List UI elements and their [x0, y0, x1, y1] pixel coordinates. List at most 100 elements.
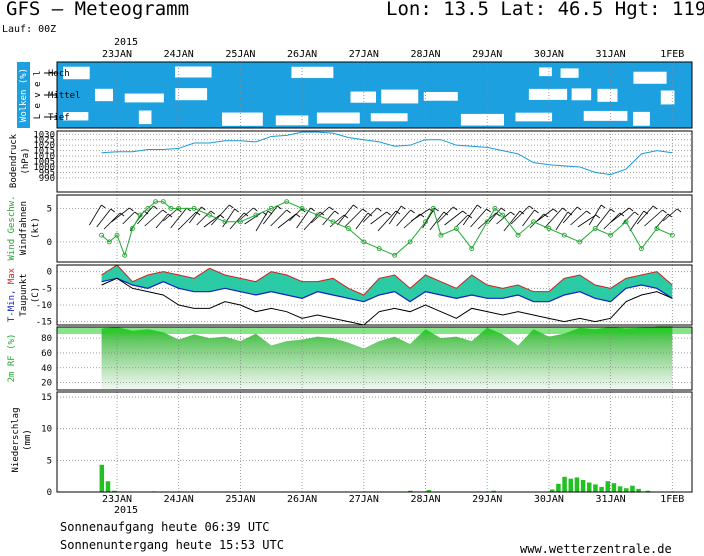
- wind-barb-flag: [662, 209, 667, 214]
- precip-bar: [549, 489, 555, 492]
- x-tick-label-bottom: 30JAN: [534, 494, 564, 505]
- clear-sky-cell: [597, 88, 618, 102]
- precip-bar: [630, 485, 635, 492]
- wind-barb-flag: [476, 204, 482, 209]
- clear-sky-cell: [660, 90, 675, 105]
- tmax-line: [101, 264, 673, 296]
- wind-speed-point: [330, 219, 336, 225]
- clear-sky-cell: [560, 68, 579, 78]
- wind-barb: [170, 207, 188, 229]
- wind-speed-point: [392, 252, 398, 258]
- wind-barb: [503, 210, 521, 232]
- wind-speed-point: [623, 219, 629, 225]
- wind-speed-point: [268, 205, 274, 211]
- wind-panel-frame: [56, 194, 693, 263]
- clear-sky-cell: [94, 88, 114, 102]
- wind-barb: [336, 204, 354, 226]
- wind-barb-flag: [643, 210, 649, 215]
- source-credit: www.wetterzentrale.de: [520, 542, 672, 556]
- wind-barb-flag: [277, 205, 282, 210]
- temp-range-area: [101, 265, 673, 302]
- x-tick-label-bottom: 31JAN: [596, 494, 626, 505]
- wind-barb: [370, 211, 387, 225]
- pressure-tick-label: 1010: [33, 152, 55, 162]
- wind-barb: [622, 211, 635, 225]
- temp-tick-label: -10: [36, 301, 52, 311]
- wind-ylabel: Wind Geschw.: [7, 195, 17, 260]
- page-title: GFS — Meteogramm: [6, 0, 190, 20]
- wind-barb-flag: [153, 205, 158, 210]
- wind-barb-flag: [286, 209, 291, 214]
- wind-speed-point: [423, 219, 428, 225]
- wind-speed-point: [669, 232, 675, 238]
- clear-sky-cell: [63, 66, 90, 80]
- wind-speed-point: [592, 226, 598, 231]
- wind-barb-flag: [201, 206, 206, 211]
- clear-sky-cell: [222, 112, 263, 126]
- x-tick-label-top: 24JAN: [164, 49, 194, 60]
- precip-tick-label: 5: [47, 456, 52, 466]
- clear-sky-cell: [381, 89, 419, 104]
- wind-barb-flag: [210, 210, 215, 215]
- temp-ylabel: T-Min, Max: [7, 267, 17, 322]
- wind-speed-point: [561, 232, 567, 238]
- precip-bar: [408, 490, 413, 492]
- wind-speed-point: [284, 199, 290, 205]
- x-tick-label-top: 1FEB: [660, 49, 684, 60]
- wind-speed-point: [430, 205, 436, 211]
- wind-barb-flag: [443, 211, 449, 216]
- wind-speed-point: [122, 252, 128, 258]
- x-tick-label-bottom: 25JAN: [225, 494, 255, 505]
- wind-barb-flag: [119, 212, 125, 217]
- precip-bar: [605, 481, 611, 492]
- precip-tick-label: 15: [41, 393, 52, 403]
- wind-speed-point: [168, 205, 174, 211]
- x-tick-label-top: 28JAN: [410, 49, 440, 60]
- wind-barb-flag: [576, 206, 582, 211]
- precip-ylabel: Niederschlag: [11, 407, 21, 472]
- wind-speed-point: [222, 219, 228, 225]
- x-tick-label-top: 29JAN: [472, 49, 502, 60]
- precip-bar: [491, 490, 496, 492]
- temp-ylabel-max: Max: [7, 267, 17, 284]
- wind-barb: [662, 208, 678, 222]
- clear-sky-cell: [583, 110, 628, 121]
- wind-barb-flag: [552, 208, 558, 213]
- clear-sky-cell: [633, 111, 650, 126]
- x-tick-label-top: 31JAN: [596, 49, 626, 60]
- wind-barb: [229, 212, 245, 230]
- precip-unit: (mm): [23, 429, 33, 451]
- precip-bar: [426, 490, 432, 492]
- wind-speed-point: [361, 239, 367, 245]
- clear-sky-cell: [633, 71, 667, 84]
- pressure-tick-label: 1015: [33, 147, 55, 157]
- wind-barb-flag: [353, 204, 358, 209]
- clear-sky-cell: [539, 67, 552, 77]
- wind-speed-point: [137, 212, 143, 218]
- wind-barb: [344, 208, 363, 228]
- wind-speed-point: [345, 226, 351, 231]
- wind-speed-point: [160, 199, 166, 205]
- wind-barb-flag: [534, 209, 539, 214]
- wind-barb-flag: [543, 213, 549, 218]
- wind-speed-point: [453, 226, 459, 231]
- wind-barb: [477, 212, 497, 230]
- wind-barb: [211, 204, 230, 226]
- precip-bar: [99, 464, 105, 492]
- pressure-ylabel: Bodendruck: [9, 133, 19, 188]
- wind-barb: [311, 206, 330, 224]
- wind-unit: (kt): [31, 217, 41, 239]
- wind-barb-flag: [634, 211, 639, 216]
- wind-barb-flag: [362, 208, 367, 213]
- clear-sky-cell: [423, 91, 458, 101]
- rh-saturation-band: [57, 327, 692, 334]
- wind-barb: [96, 208, 112, 228]
- wind-barb-flag: [195, 211, 201, 216]
- wind-speed-point: [153, 199, 159, 205]
- wind-barb-flag: [253, 207, 258, 212]
- wind-barb: [544, 207, 563, 229]
- wind-barb-flag: [377, 207, 382, 212]
- wind-speed-point: [376, 246, 382, 252]
- wind-barb: [444, 210, 463, 226]
